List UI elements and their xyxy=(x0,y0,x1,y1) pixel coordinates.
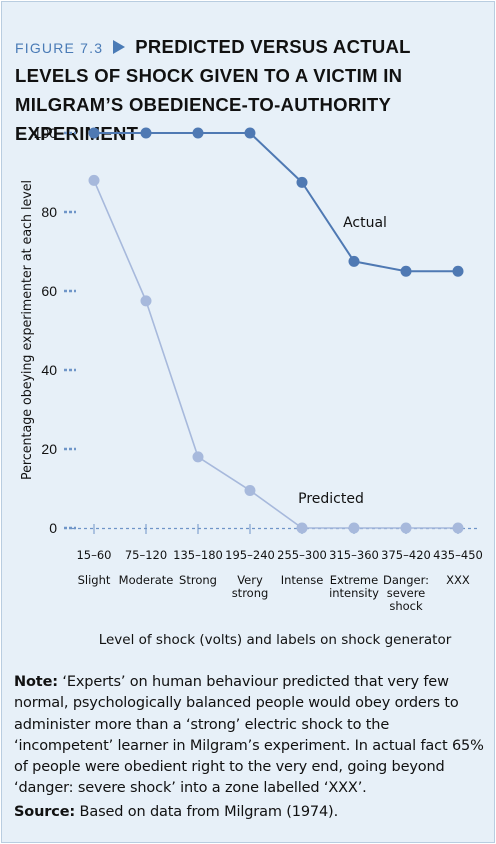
y-tick-label: 0 xyxy=(49,520,57,536)
x-tick-label: 135–180 xyxy=(173,548,223,562)
data-point-predicted xyxy=(192,451,204,463)
series-line-actual xyxy=(94,132,458,273)
data-point-predicted xyxy=(400,522,412,534)
y-tick-label: 40 xyxy=(41,362,57,378)
x-category-label: shock xyxy=(389,599,423,613)
x-category-label: Strong xyxy=(179,573,217,587)
line-chart: 0 20 40 60 80 100 Percentage obeying experimen… xyxy=(20,125,483,648)
series-label-predicted: Predicted xyxy=(298,491,364,507)
x-category-label: intensity xyxy=(329,586,379,600)
x-category-label: Extreme xyxy=(330,573,378,587)
x-tick-label: 15–60 xyxy=(76,548,111,562)
x-tick-label: 75–120 xyxy=(125,548,167,562)
data-point-actual xyxy=(244,127,256,139)
data-point-predicted xyxy=(140,295,152,307)
x-tick-label: 435–450 xyxy=(433,548,483,562)
source-label: Source: xyxy=(14,804,76,820)
x-category-label: severe xyxy=(387,586,426,600)
data-point-actual xyxy=(88,127,100,139)
y-tick-label: 20 xyxy=(41,441,57,457)
y-tick-label: 100 xyxy=(34,125,58,141)
data-point-predicted xyxy=(452,522,464,534)
x-tick-label: 255–300 xyxy=(277,548,327,562)
series-line-predicted xyxy=(93,180,458,529)
source-text: Based on data from Milgram (1974). xyxy=(79,804,339,820)
y-tick-label: 60 xyxy=(41,283,57,299)
data-point-actual xyxy=(140,127,152,139)
data-point-actual xyxy=(400,265,412,277)
data-point-actual xyxy=(452,265,464,277)
y-tick-label: 80 xyxy=(41,204,57,220)
x-tick-label: 195–240 xyxy=(225,548,275,562)
data-point-actual xyxy=(348,255,360,267)
data-point-predicted xyxy=(244,484,256,496)
x-category-label: strong xyxy=(232,586,269,600)
x-category-label: Danger: xyxy=(383,573,429,587)
data-point-actual xyxy=(296,176,308,188)
figure-label: FIGURE 7.3 xyxy=(15,40,104,56)
note-label: Note: xyxy=(14,674,58,690)
data-point-predicted xyxy=(296,522,308,534)
y-axis-label: Percentage obeying experimenter at each … xyxy=(20,180,35,480)
x-category-label: Intense xyxy=(281,573,324,587)
data-point-actual xyxy=(192,127,204,139)
x-tick-label: 315–360 xyxy=(329,548,379,562)
figure-note: Note: ‘Experts’ on human behaviour predi… xyxy=(14,672,484,800)
x-category-label: Very xyxy=(237,573,263,587)
play-arrow-icon xyxy=(113,40,126,54)
note-text: ‘Experts’ on human behaviour predicted t… xyxy=(14,674,484,797)
figure-source: Source: Based on data from Milgram (1974… xyxy=(14,802,484,823)
series-label-actual: Actual xyxy=(343,215,387,231)
data-point-predicted xyxy=(348,522,360,534)
x-category-label: Moderate xyxy=(119,573,174,587)
x-tick-label: 375–420 xyxy=(381,548,431,562)
figure-title: PREDICTED VERSUS ACTUAL LEVELS OF SHOCK … xyxy=(15,36,411,144)
x-axis-label: Level of shock (volts) and labels on sho… xyxy=(99,632,452,648)
data-point-predicted xyxy=(88,174,100,186)
x-category-label: XXX xyxy=(446,573,470,587)
figure-header: FIGURE 7.3 PREDICTED VERSUS ACTUAL LEVELS… xyxy=(15,33,485,149)
x-category-label: Slight xyxy=(78,573,111,587)
